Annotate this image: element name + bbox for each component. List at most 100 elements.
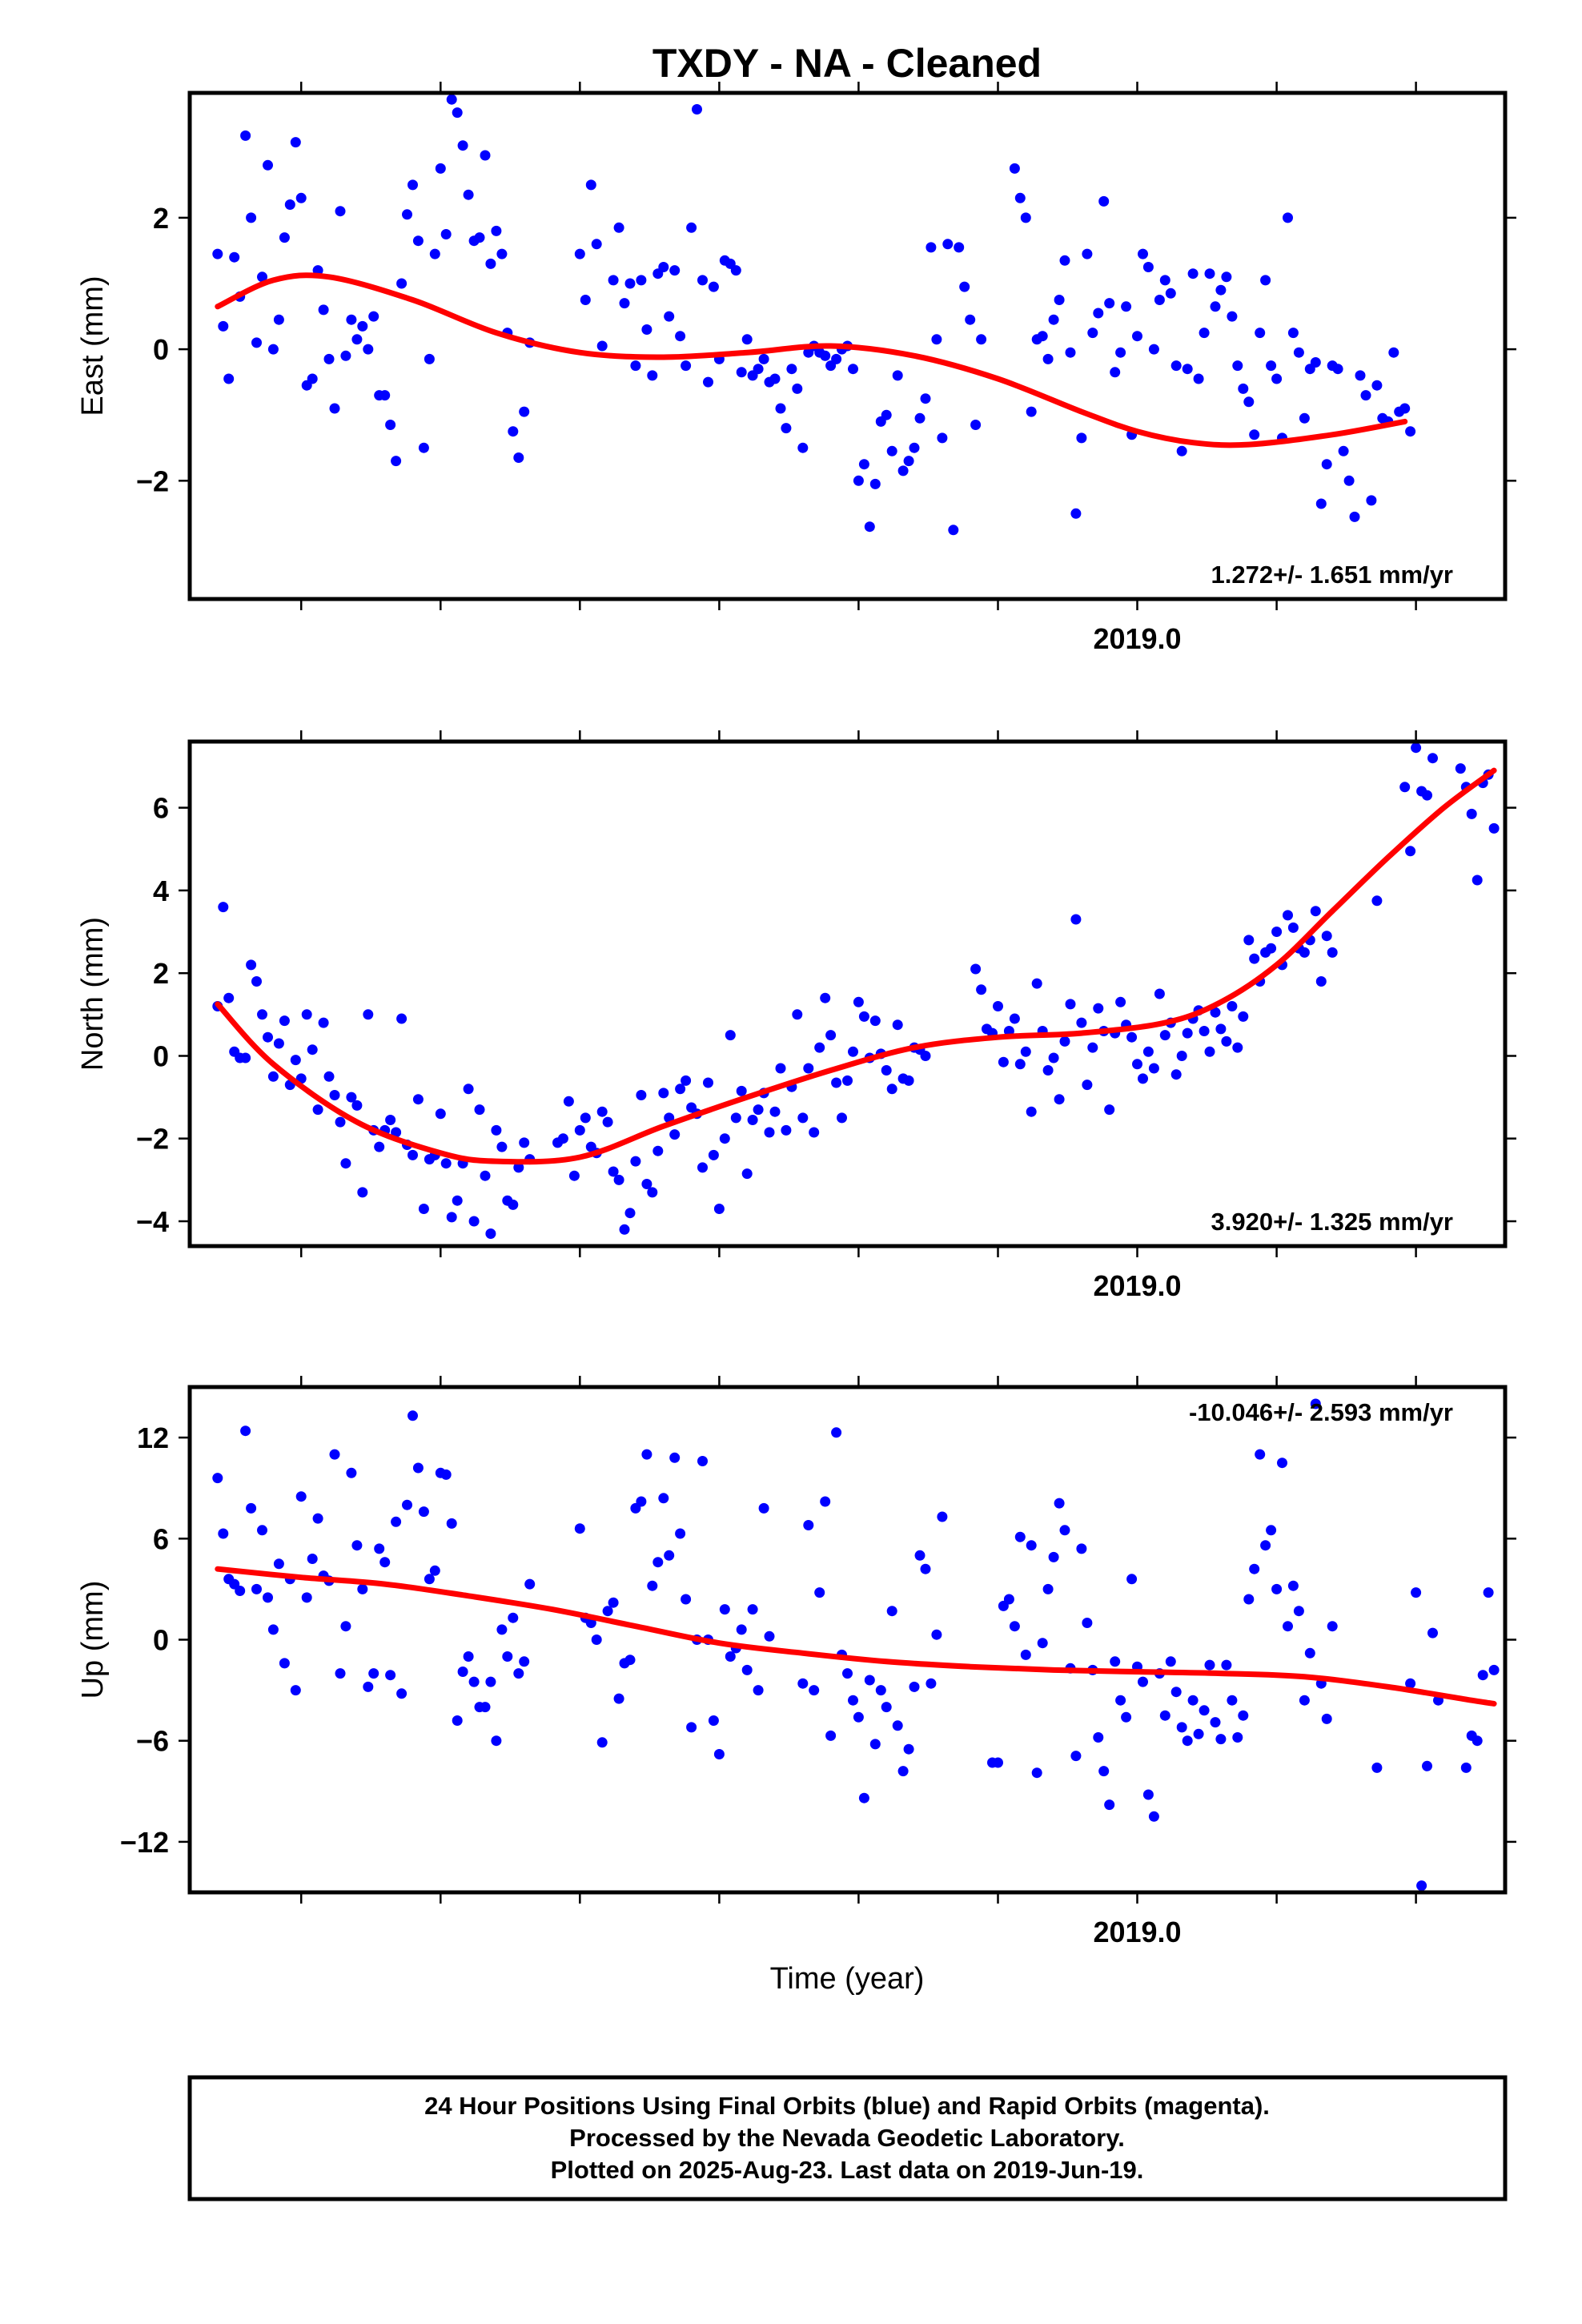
data-point (608, 1166, 619, 1177)
data-point (1020, 1649, 1031, 1660)
data-point (267, 1071, 279, 1082)
data-point (993, 1757, 1003, 1768)
data-point (273, 314, 284, 325)
data-point (853, 475, 864, 486)
plot-frame (187, 90, 1508, 601)
data-point (976, 334, 987, 345)
data-point (624, 278, 636, 289)
data-point (697, 275, 708, 286)
data-point (1142, 1046, 1154, 1057)
data-point (869, 478, 881, 489)
data-point (1082, 1618, 1093, 1628)
data-point (664, 1550, 675, 1561)
data-point (267, 344, 279, 355)
plot-frame (187, 1385, 1508, 1895)
data-point (1087, 1042, 1098, 1053)
data-point (402, 1499, 412, 1510)
data-point (1210, 1007, 1221, 1018)
y-tick-label: −2 (136, 464, 169, 497)
data-point (1070, 914, 1082, 925)
data-point (385, 1115, 396, 1125)
data-point (1488, 1664, 1500, 1675)
data-point (1110, 1656, 1121, 1667)
data-point (218, 320, 229, 332)
data-point (408, 1410, 418, 1421)
data-point (402, 209, 412, 220)
data-point (636, 1090, 647, 1100)
data-point (1031, 1767, 1042, 1779)
data-point (368, 1668, 379, 1679)
data-point (418, 1204, 429, 1214)
data-point (853, 996, 864, 1007)
y-tick-label: 2 (153, 957, 169, 990)
data-point (1266, 1525, 1277, 1536)
data-point (574, 1523, 585, 1534)
data-point (1026, 406, 1037, 417)
data-point (1148, 344, 1159, 355)
data-point (418, 1506, 429, 1518)
data-point (446, 1212, 457, 1223)
data-point (1048, 1052, 1059, 1063)
data-point (596, 1106, 608, 1117)
data-point (329, 1090, 340, 1100)
data-point (1098, 195, 1110, 207)
data-point (502, 1651, 513, 1662)
data-point (926, 242, 937, 253)
data-point (396, 278, 408, 289)
data-point (1082, 1080, 1093, 1091)
data-point (619, 298, 630, 309)
data-point (1466, 808, 1477, 819)
data-point (1042, 353, 1054, 364)
data-point (412, 1094, 424, 1105)
data-point (340, 1158, 351, 1169)
data-point (290, 137, 301, 148)
data-point (892, 370, 903, 381)
data-point (446, 1518, 457, 1529)
data-point (1283, 212, 1293, 223)
data-point (624, 1655, 636, 1666)
trend-line (215, 272, 1408, 448)
data-point (379, 1557, 391, 1568)
data-points (212, 1398, 1500, 1892)
data-point (1411, 742, 1422, 754)
data-point (374, 1141, 385, 1152)
data-point (1287, 328, 1299, 339)
data-point (708, 281, 719, 292)
data-point (1121, 301, 1132, 312)
trend-line (215, 767, 1497, 1165)
data-point (457, 1667, 468, 1677)
data-point (797, 1678, 809, 1689)
data-point (1360, 390, 1371, 401)
data-point (1142, 1789, 1154, 1800)
data-point (1411, 1587, 1422, 1598)
data-point (485, 258, 496, 269)
data-point (1371, 380, 1383, 391)
data-point (686, 1722, 697, 1733)
data-point (557, 1133, 568, 1144)
data-point (1255, 328, 1266, 339)
data-point (257, 1525, 267, 1536)
data-point (708, 1715, 719, 1726)
data-point (385, 1670, 396, 1681)
data-point (942, 239, 954, 250)
data-point (920, 1051, 931, 1061)
data-point (641, 1449, 652, 1460)
data-point (647, 370, 658, 381)
data-point (1170, 1069, 1182, 1080)
data-point (647, 1580, 658, 1591)
data-point (1283, 1621, 1293, 1632)
data-point (848, 1695, 858, 1706)
data-point (1142, 262, 1154, 272)
data-point (1048, 1551, 1059, 1562)
data-point (1204, 268, 1215, 279)
data-point (681, 360, 692, 372)
data-point (240, 1425, 251, 1437)
data-point (1416, 1880, 1427, 1892)
data-point (513, 1162, 524, 1173)
data-point (480, 150, 491, 161)
data-point (223, 992, 235, 1003)
data-point (218, 1528, 229, 1539)
data-point (1210, 301, 1221, 312)
data-point (1148, 1063, 1159, 1074)
data-point (853, 1711, 864, 1723)
